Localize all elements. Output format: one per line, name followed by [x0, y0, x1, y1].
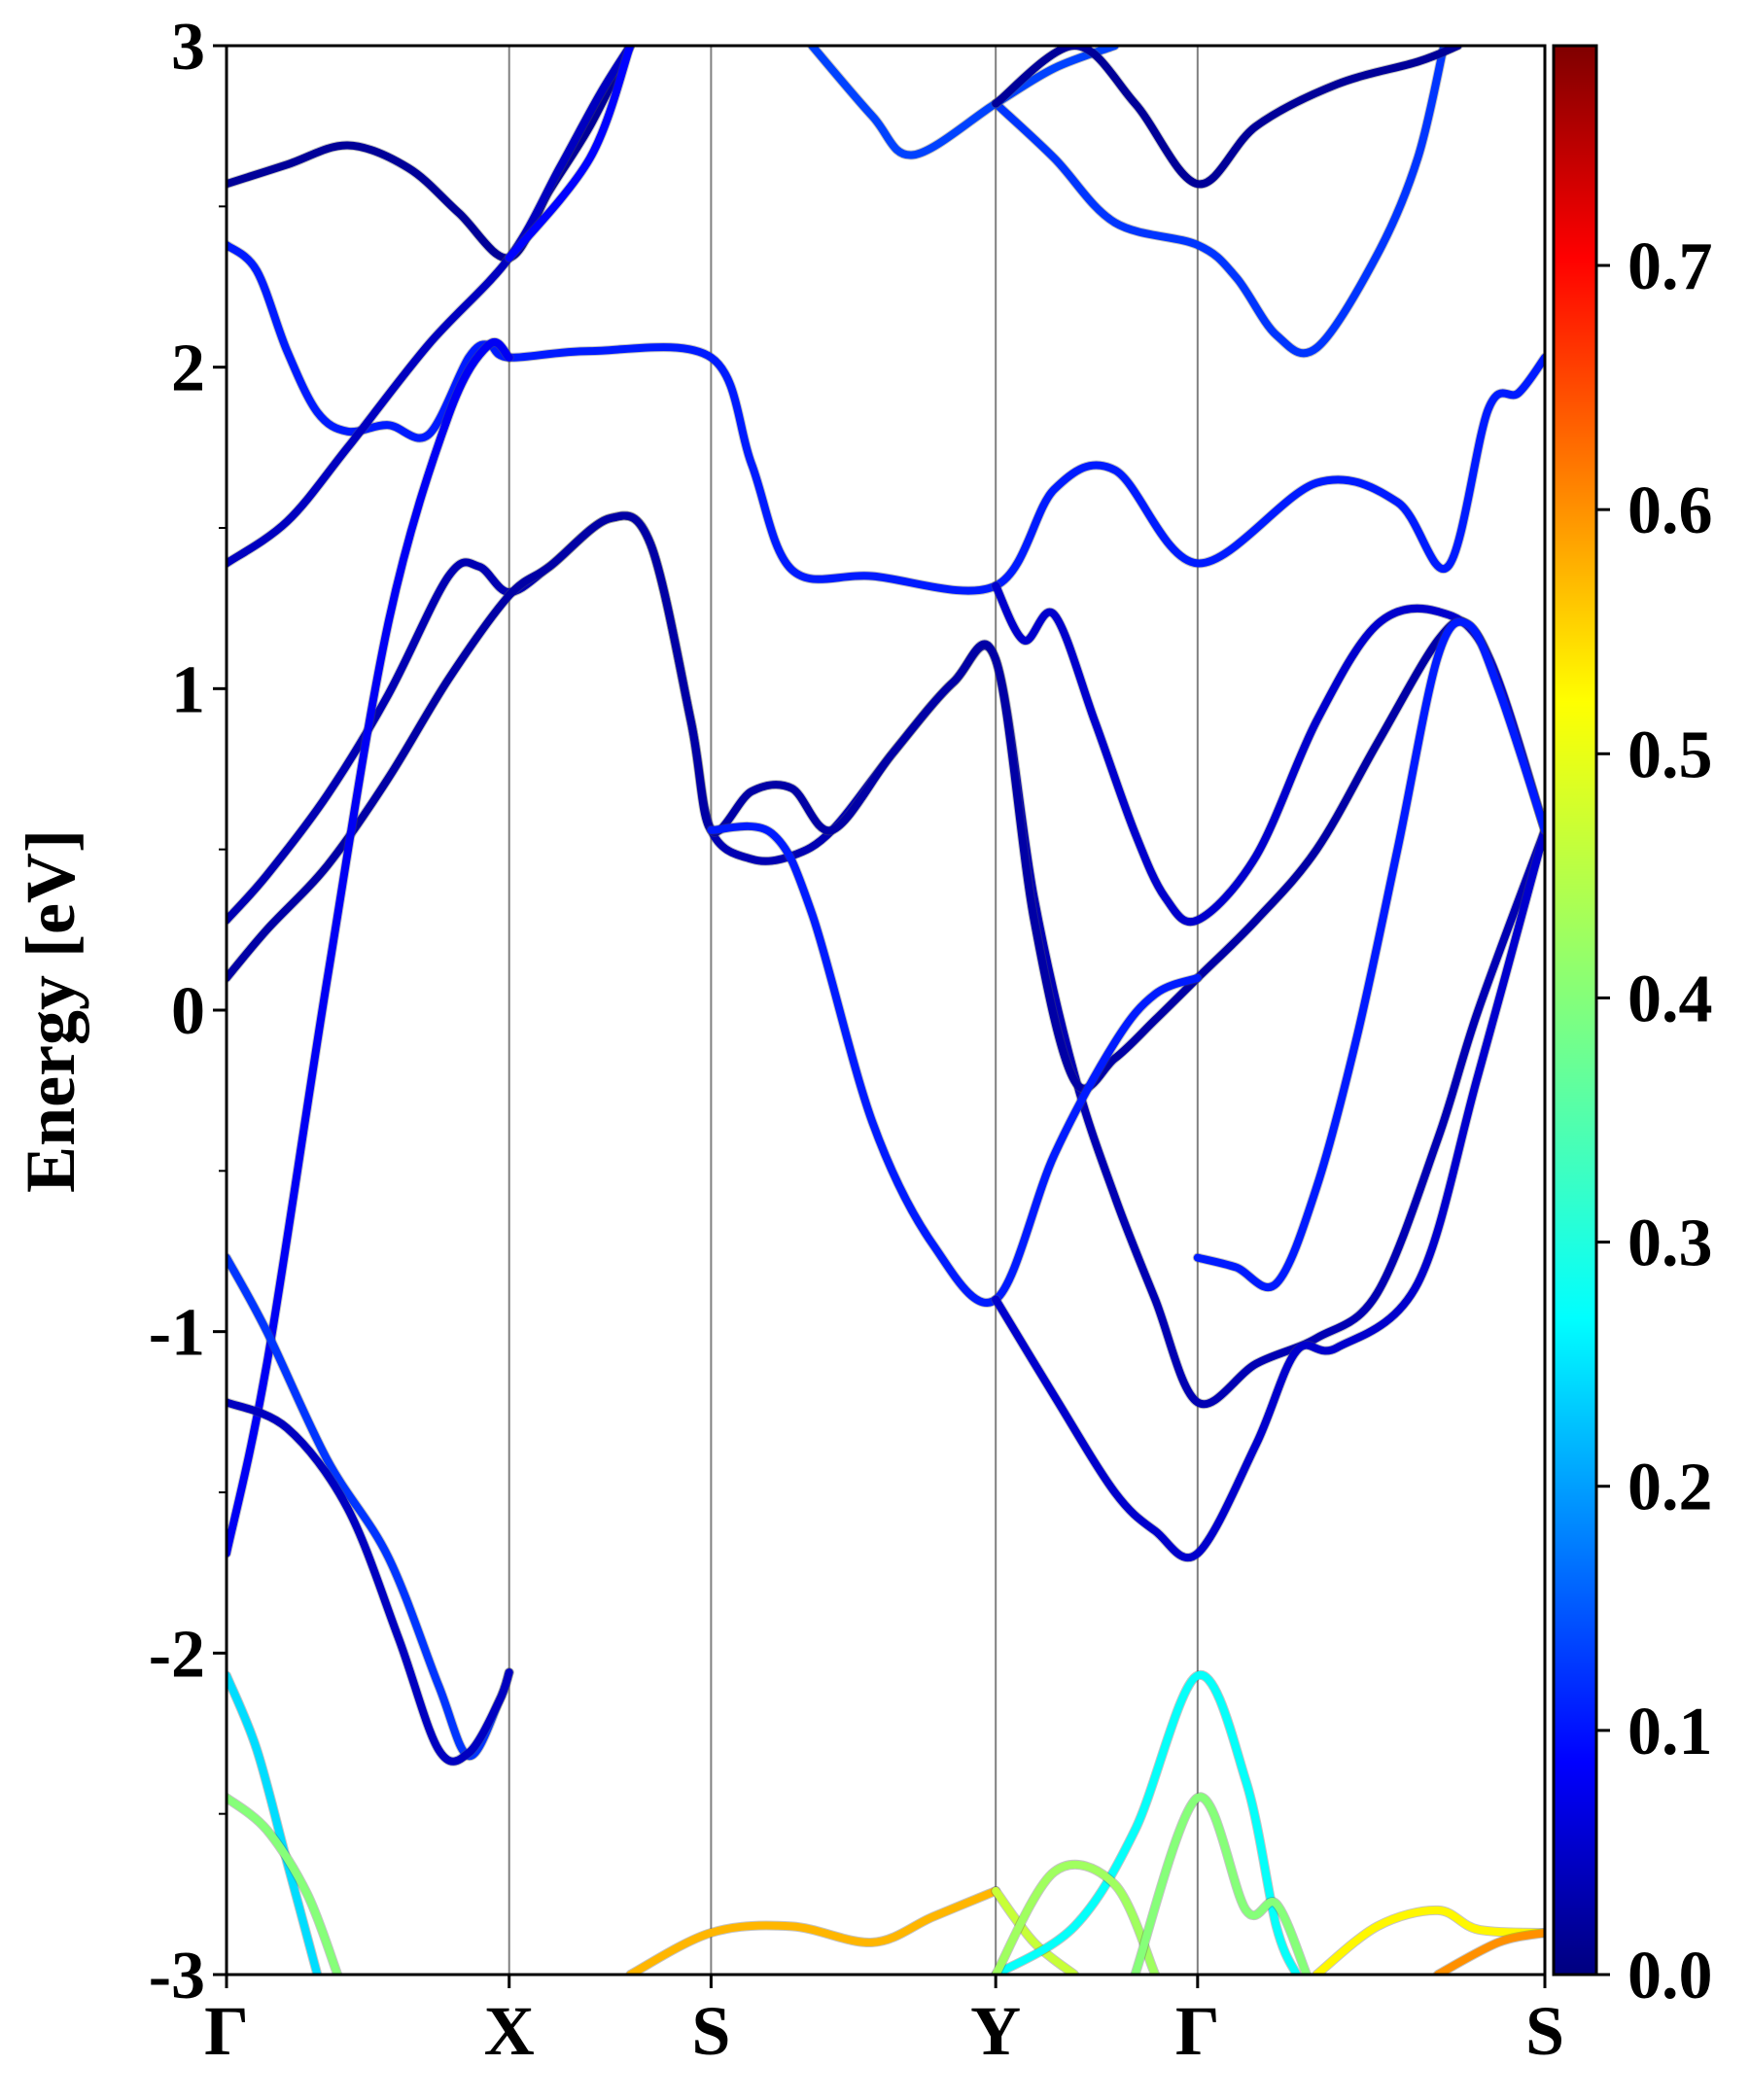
band-outline [991, 46, 1450, 359]
band-line-4 [227, 511, 1545, 1409]
band-line-3 [227, 46, 635, 568]
colorbar-tick-label: 0.3 [1628, 1207, 1713, 1281]
band-line-2 [227, 241, 1545, 595]
y-axis-label: Energy [eV] [12, 829, 89, 1193]
k-point-label: Γ [1175, 1992, 1220, 2070]
band-outline [991, 580, 1545, 928]
colorbar-ticks: 0.0 0.1 0.2 0.3 0.4 0.5 0.6 0.7 [1596, 229, 1713, 2013]
band-line-20 [992, 1887, 1079, 1975]
band-outline [991, 824, 1545, 1563]
band-outline [1192, 616, 1545, 1292]
band-outline [227, 240, 1545, 596]
high-symmetry-lines [508, 46, 1199, 1975]
colorbar-tick-label: 0.0 [1628, 1939, 1713, 2013]
band-line-10 [992, 581, 1545, 927]
band-lines [227, 46, 1545, 1975]
band-line-17 [227, 1671, 322, 1975]
y-tick-label: 0 [171, 974, 205, 1049]
band-line-15 [227, 1253, 513, 1761]
band-line-13 [808, 46, 1119, 159]
colorbar-tick-label: 0.2 [1628, 1451, 1713, 1525]
band-line-19 [626, 1887, 1000, 1975]
colorbar-tick-label: 0.1 [1628, 1695, 1713, 1769]
colorbar-tick-label: 0.7 [1628, 229, 1713, 304]
band-line-8 [707, 822, 1202, 1307]
y-tick-label: 2 [171, 332, 205, 406]
y-tick-label: 3 [171, 10, 205, 85]
k-point-label: Γ [204, 1992, 249, 2070]
colorbar-tick-label: 0.5 [1628, 718, 1713, 792]
y-tick-label: -3 [149, 1939, 205, 2013]
band-outline [227, 1397, 514, 1767]
band-line-12 [992, 46, 1449, 358]
band-line-23 [1131, 1793, 1311, 1975]
k-point-label: X [484, 1992, 535, 2070]
band-line-9 [992, 825, 1545, 1562]
band-line-6 [227, 338, 513, 1558]
colorbar: 0.0 0.1 0.2 0.3 0.4 0.5 0.6 0.7 [1552, 44, 1713, 2013]
band-line-11 [1193, 617, 1545, 1291]
colorbar-tick-label: 0.6 [1628, 473, 1713, 548]
y-tick-label: -1 [149, 1296, 205, 1371]
y-axis: -3 -2 -1 0 1 2 3 [149, 10, 227, 2013]
k-point-label: S [1525, 1992, 1564, 2070]
band-line-7 [505, 46, 635, 262]
colorbar-gradient [1552, 44, 1598, 1977]
band-line-16 [227, 1398, 513, 1766]
band-line-18 [227, 1794, 342, 1975]
band-line-22 [992, 1860, 1160, 1975]
y-tick-label: 1 [171, 652, 205, 727]
band-line-25 [1433, 1929, 1545, 1975]
band-line-24 [1312, 1906, 1545, 1975]
band-line-5 [227, 511, 1545, 1093]
colorbar-tick-label: 0.4 [1628, 962, 1713, 1036]
band-outline [227, 510, 1545, 1410]
plot-frame [225, 44, 1547, 1977]
band-line-1 [227, 46, 635, 262]
k-point-label: S [691, 1992, 730, 2070]
y-tick-label: -2 [149, 1617, 205, 1692]
k-point-label: Y [970, 1992, 1021, 2070]
